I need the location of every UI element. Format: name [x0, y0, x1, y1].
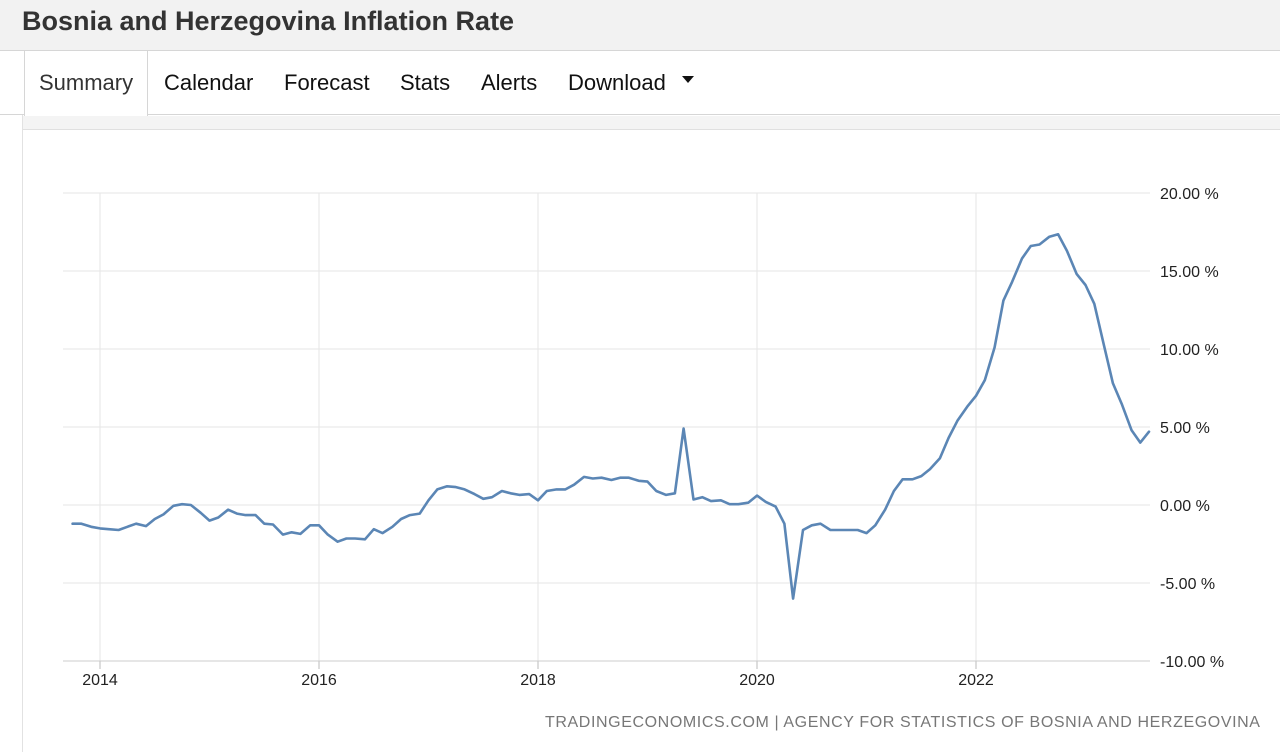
series-line-inflation: [71, 233, 1151, 600]
x-tick-label: 2014: [82, 672, 118, 689]
tab-forecast[interactable]: Forecast: [284, 51, 370, 115]
tab-alerts[interactable]: Alerts: [481, 51, 537, 115]
tab-summary[interactable]: Summary: [24, 51, 149, 116]
page-title: Bosnia and Herzegovina Inflation Rate: [22, 6, 515, 36]
x-tick-label: 2020: [739, 672, 775, 689]
tab-calendar[interactable]: Calendar: [164, 51, 253, 115]
y-tick-label: -5.00 %: [1160, 576, 1215, 593]
tab-stats[interactable]: Stats: [400, 51, 450, 115]
tab-stats-label: Stats: [400, 70, 451, 95]
y-tick-label: 20.00 %: [1160, 186, 1219, 203]
y-tick-label: 10.00 %: [1160, 342, 1219, 359]
x-tick-label: 2018: [520, 672, 556, 689]
tab-calendar-label: Calendar: [164, 70, 254, 95]
tab-download[interactable]: Download: [568, 51, 694, 115]
y-tick-label: -10.00 %: [1160, 654, 1224, 671]
tab-bar: Summary Calendar Forecast Stats Alerts D…: [0, 51, 1280, 116]
y-tick-label: 0.00 %: [1160, 498, 1210, 515]
tab-alerts-label: Alerts: [481, 70, 538, 95]
x-tick-label: 2016: [301, 672, 337, 689]
chart-panel-toolbar-strip: [23, 116, 1280, 130]
x-tick-label: 2022: [958, 672, 994, 689]
page-header: Bosnia and Herzegovina Inflation Rate: [0, 0, 1280, 51]
tab-summary-label: Summary: [39, 70, 134, 95]
chart-panel: [22, 115, 1280, 752]
caret-down-icon: [681, 75, 694, 83]
y-axis-labels: 20.00 % 15.00 % 10.00 % 5.00 % 0.00 % -5.00 %…: [1160, 186, 1224, 671]
chart-attribution: TRADINGECONOMICS.COM | AGENCY FOR STATIS…: [545, 714, 1261, 731]
y-tick-label: 5.00 %: [1160, 420, 1210, 437]
y-tick-label: 15.00 %: [1160, 264, 1219, 281]
tab-download-label: Download: [568, 70, 666, 95]
x-axis-labels: 2014 2016 2018 2020 2022: [82, 672, 994, 689]
chart-series: [71, 233, 1151, 600]
chart-grid: [63, 192, 1150, 669]
tab-forecast-label: Forecast: [284, 70, 370, 95]
